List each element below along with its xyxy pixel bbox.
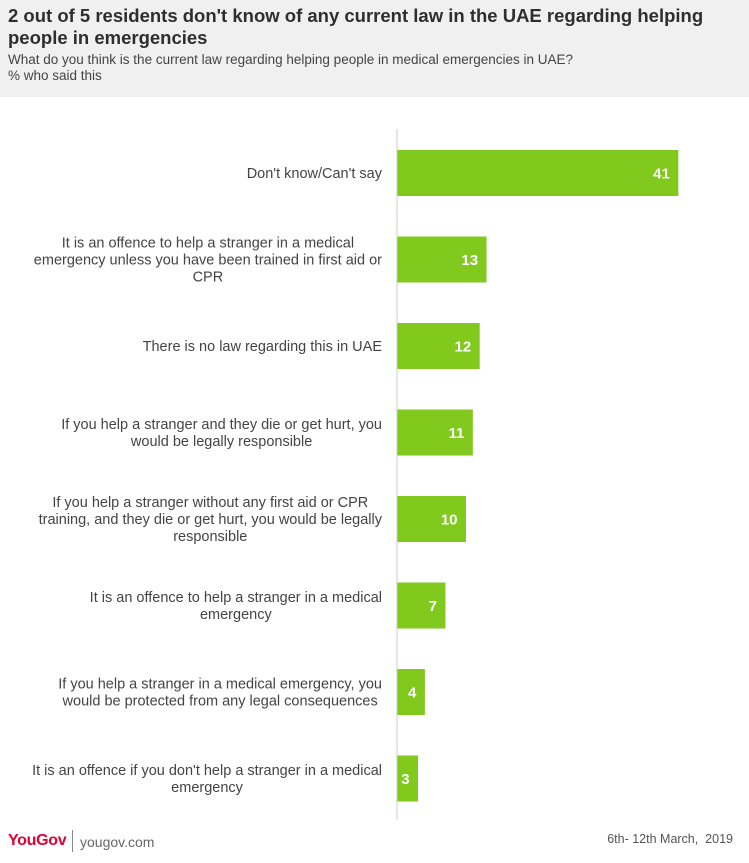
bar — [397, 496, 466, 542]
bar — [397, 669, 425, 715]
category-label: If you help a stranger without any first… — [39, 495, 383, 545]
data-label: 12 — [455, 339, 472, 356]
data-label: 13 — [461, 252, 478, 269]
chart-title: 2 out of 5 residents don't know of any c… — [8, 5, 704, 48]
category-label: It is an offence if you don't help a str… — [32, 763, 382, 796]
category-label: There is no law regarding this in UAE — [143, 339, 383, 355]
bar — [397, 409, 473, 456]
data-label: 3 — [401, 771, 409, 788]
yougov-logo: YouGov — [8, 832, 67, 849]
data-label: 41 — [653, 166, 670, 183]
footer-site-link[interactable]: yougov.com — [80, 834, 155, 850]
category-label: Don't know/Can't say — [247, 166, 383, 182]
data-label: 11 — [448, 425, 464, 442]
data-label: 10 — [441, 512, 458, 529]
category-label: If you help a stranger in a medical emer… — [58, 677, 382, 710]
bar-chart: 41 Don't know/Can't say 13 It is an offence… — [32, 129, 679, 820]
bar — [397, 150, 679, 196]
data-label: 4 — [408, 685, 417, 702]
bar — [397, 582, 446, 629]
category-label: It is an offence to help a stranger in a… — [90, 590, 382, 623]
chart-subtitle: What do you think is the current law reg… — [8, 52, 574, 67]
data-label: 7 — [429, 598, 437, 615]
bar — [397, 323, 480, 369]
category-label: If you help a stranger and they die or g… — [61, 417, 382, 450]
footer-divider — [72, 830, 73, 852]
unit-label: % who said this — [8, 68, 102, 83]
fieldwork-date: 6th- 12th March, 2019 — [607, 832, 733, 846]
bar — [397, 755, 419, 802]
chart-header: 2 out of 5 residents don't know of any c… — [0, 0, 749, 97]
category-label: It is an offence to help a stranger in a… — [34, 236, 382, 286]
bar — [397, 236, 487, 283]
